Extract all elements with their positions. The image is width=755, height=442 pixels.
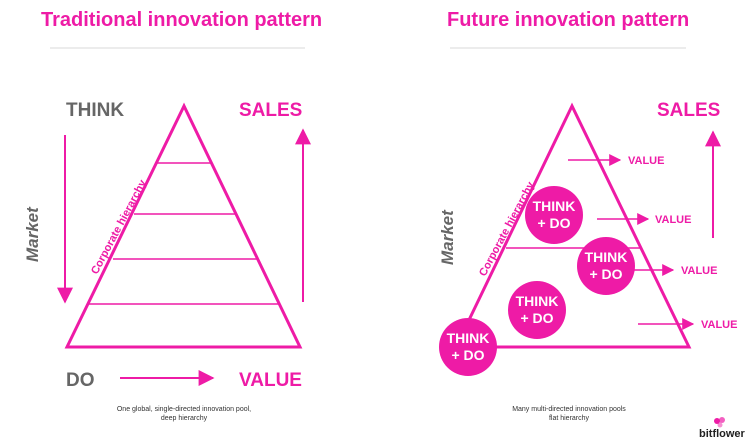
bubble-1-line2: + DO — [537, 215, 570, 231]
bubble-4-line1: THINK — [447, 330, 490, 346]
right-pyramid-outline — [453, 102, 692, 349]
think-do-bubble-2: THINK + DO — [577, 237, 635, 295]
think-do-bubble-4: THINK + DO — [439, 318, 497, 376]
left-caption-line2: deep hierarchy — [161, 415, 208, 422]
right-caption-line1: Many multi-directed innovation pools — [512, 406, 626, 413]
brand-name: bitflower — [699, 428, 746, 440]
right-hierarchy-label: Corporate hierarchy — [477, 179, 537, 278]
left-pyramid — [64, 102, 303, 349]
bubble-2-line1: THINK — [585, 249, 628, 265]
left-pyramid-outline — [64, 102, 303, 349]
think-do-bubble-1: THINK + DO — [525, 186, 583, 244]
left-sales-label: SALES — [239, 100, 302, 121]
bubble-4-line2: + DO — [451, 347, 484, 363]
bubble-2-line2: + DO — [589, 266, 622, 282]
right-value-label-1: VALUE — [628, 155, 664, 167]
left-think-label: THINK — [66, 100, 124, 121]
bubble-3-line2: + DO — [520, 310, 553, 326]
left-title: Traditional innovation pattern — [41, 9, 322, 31]
bubble-3-line1: THINK — [516, 293, 559, 309]
left-value-label: VALUE — [239, 370, 302, 391]
think-do-bubble-3: THINK + DO — [508, 281, 566, 339]
left-hierarchy-label: Corporate hierarchy — [89, 177, 149, 276]
bubble-1-line1: THINK — [533, 198, 576, 214]
right-value-label-4: VALUE — [701, 319, 737, 331]
right-market-label: Market — [438, 209, 457, 265]
right-value-label-2: VALUE — [655, 214, 691, 226]
left-market-label: Market — [23, 206, 42, 262]
right-value-label-3: VALUE — [681, 265, 717, 277]
left-caption-line1: One global, single-directed innovation p… — [117, 406, 251, 413]
right-title: Future innovation pattern — [447, 9, 689, 31]
left-do-label: DO — [66, 370, 95, 391]
right-sales-label: SALES — [657, 100, 720, 121]
flower-logo-icon — [714, 417, 725, 428]
right-caption-line2: flat hierarchy — [549, 415, 590, 422]
